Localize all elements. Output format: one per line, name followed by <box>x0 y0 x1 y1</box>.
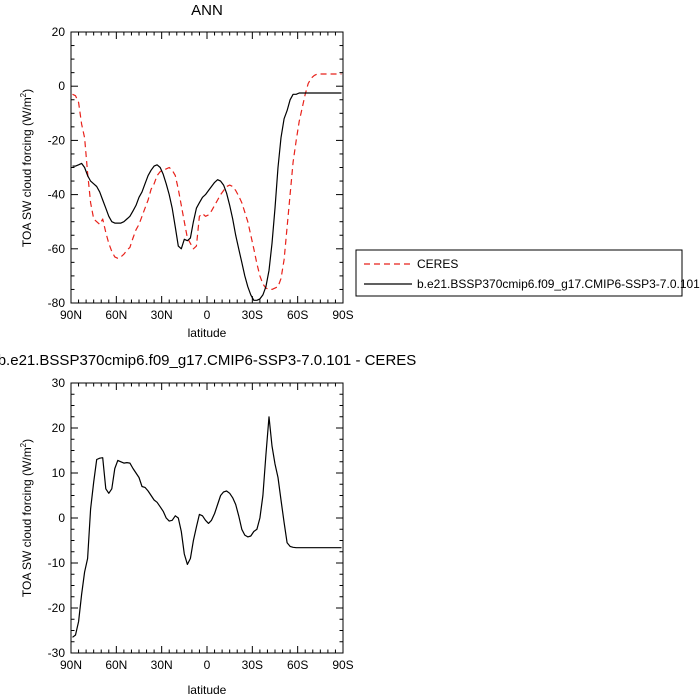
top-y-tick-label: -20 <box>48 133 66 147</box>
top-series-line-1 <box>72 92 342 301</box>
bottom-x-tick-label: 30N <box>151 658 173 672</box>
top-x-tick-label: 0 <box>204 308 211 322</box>
bottom-series-line-0 <box>72 416 342 638</box>
bottom-x-tick-label: 60N <box>105 658 127 672</box>
bottom-y-axis-label: TOA SW cloud forcing (W/m2) <box>19 439 34 597</box>
bottom-y-tick-label: 20 <box>52 421 66 435</box>
bottom-y-tick-label: -30 <box>48 646 66 660</box>
bottom-x-axis-label: latitude <box>188 683 227 697</box>
panel-bottom: b.e21.BSSP370cmip6.f09_g17.CMIP6-SSP3-7.… <box>0 352 416 697</box>
bottom-x-tick-label: 90S <box>332 658 353 672</box>
top-x-axis-label: latitude <box>188 326 227 340</box>
legend-box <box>355 249 683 297</box>
legend: CERES b.e21.BSSP370cmip6.f09_g17.CMIP6-S… <box>355 249 700 297</box>
top-y-tick-label: -40 <box>48 188 66 202</box>
top-y-axis-label: TOA SW cloud forcing (W/m2) <box>19 89 34 247</box>
top-x-tick-label: 30S <box>242 308 263 322</box>
top-plot-area: 90N 60N 30N 0 30S 60S 90S 20 0 -20 -40 -60 -80 <box>48 25 354 322</box>
bottom-plot-frame <box>70 382 344 654</box>
top-x-tick-label: 90N <box>60 308 82 322</box>
top-plot-frame <box>70 31 344 304</box>
top-y-tick-label: -80 <box>48 296 66 310</box>
bottom-y-tick-label: 0 <box>58 511 65 525</box>
top-y-tick-label: 0 <box>58 79 65 93</box>
panel-top: ANN 90N 60N 30N 0 30S 60S 90S 20 0 -20 -40 -60 -80 l… <box>19 2 700 340</box>
top-y-tick-label: 20 <box>52 25 66 39</box>
top-y-tick-label: -60 <box>48 242 66 256</box>
bottom-x-tick-label: 0 <box>204 658 211 672</box>
legend-model-label: b.e21.BSSP370cmip6.f09_g17.CMIP6-SSP3-7.… <box>417 277 700 291</box>
bottom-y-tick-label: -20 <box>48 601 66 615</box>
top-x-tick-label: 60N <box>105 308 127 322</box>
top-chart-title: ANN <box>191 2 223 19</box>
legend-ceres-label: CERES <box>417 257 458 271</box>
top-x-tick-label: 60S <box>287 308 308 322</box>
bottom-chart-title: b.e21.BSSP370cmip6.f09_g17.CMIP6-SSP3-7.… <box>0 352 416 369</box>
bottom-y-tick-label: 10 <box>52 466 66 480</box>
bottom-x-tick-label: 30S <box>242 658 263 672</box>
top-x-tick-label: 30N <box>151 308 173 322</box>
bottom-x-tick-label: 60S <box>287 658 308 672</box>
top-series-line-0 <box>72 73 342 290</box>
bottom-y-tick-label: 30 <box>52 376 66 390</box>
bottom-plot-area: 90N 60N 30N 0 30S 60S 90S 30 20 10 0 -10 -20 -30 <box>48 376 354 672</box>
bottom-y-tick-label: -10 <box>48 556 66 570</box>
top-x-tick-label: 90S <box>332 308 353 322</box>
bottom-x-tick-label: 90N <box>60 658 82 672</box>
